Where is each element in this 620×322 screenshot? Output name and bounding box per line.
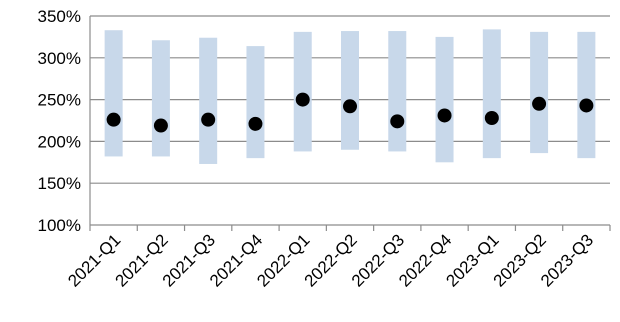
range-bar	[530, 31, 549, 154]
data-point	[484, 110, 499, 125]
x-tick-label: 2023-Q3	[537, 230, 597, 290]
range-bar	[199, 37, 218, 164]
y-tick-label: 300%	[38, 49, 81, 68]
range-bar	[577, 31, 596, 159]
data-point	[153, 118, 168, 133]
data-point	[437, 108, 452, 123]
range-bar	[341, 31, 359, 150]
range-bar	[482, 29, 501, 159]
range-bar	[246, 46, 265, 159]
y-tick-label: 250%	[38, 91, 81, 110]
data-point	[295, 92, 310, 107]
range-bar	[388, 31, 407, 152]
range-bar	[104, 30, 123, 157]
range-bar	[293, 31, 312, 152]
data-point	[201, 112, 216, 127]
data-point	[106, 112, 121, 127]
y-tick-label: 150%	[38, 174, 81, 193]
data-point	[532, 96, 547, 111]
data-point	[343, 99, 357, 114]
range-bar	[151, 40, 170, 157]
y-tick-label: 350%	[38, 7, 81, 26]
data-point	[248, 116, 263, 131]
data-point	[390, 114, 405, 129]
y-tick-label: 200%	[38, 132, 81, 151]
y-tick-label: 100%	[38, 216, 81, 235]
range-bar	[435, 36, 454, 163]
data-point	[579, 98, 594, 113]
